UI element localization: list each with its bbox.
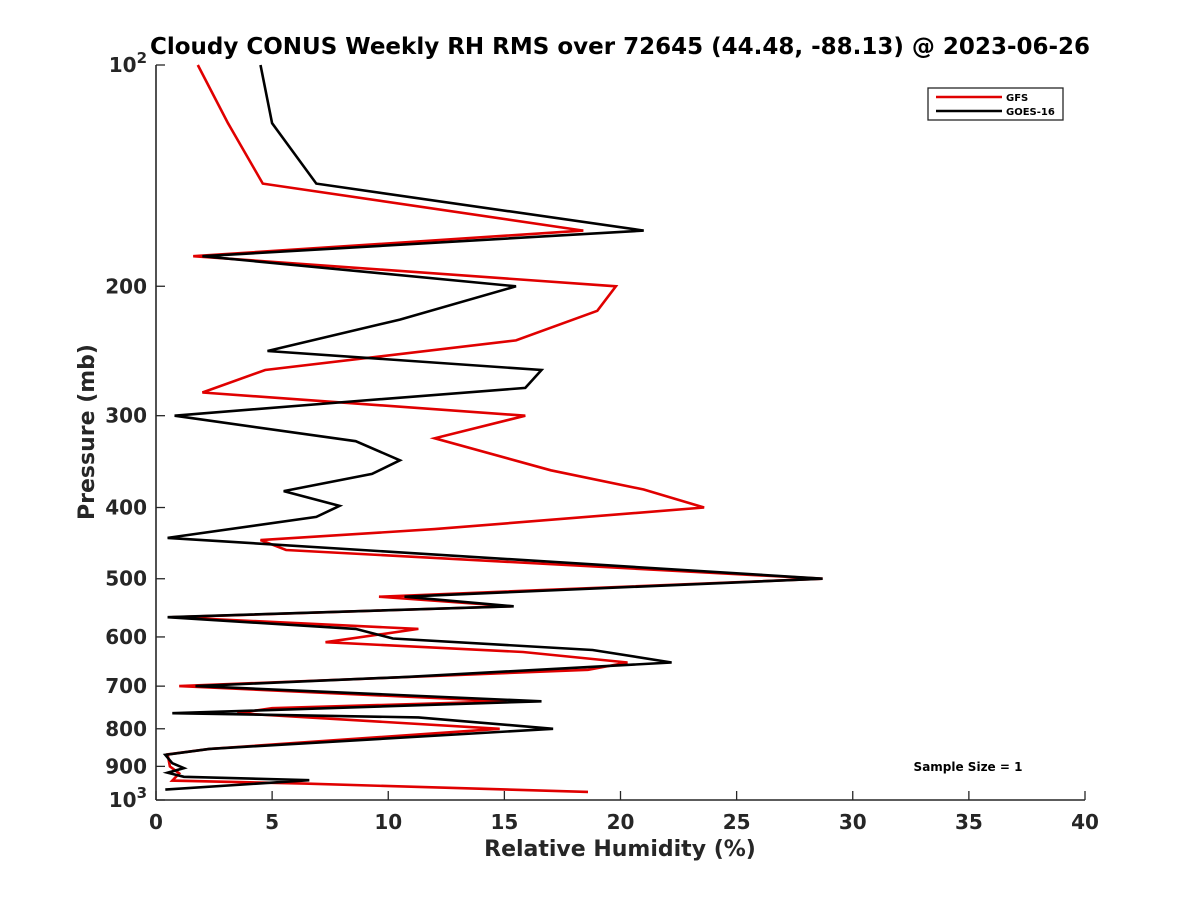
series-layer <box>162 64 823 794</box>
y-tick-label: 900 <box>105 754 147 778</box>
y-tick-exponent: 2 <box>137 49 147 67</box>
sample-size-annotation: Sample Size = 1 <box>914 760 1023 774</box>
x-tick-label: 10 <box>374 810 402 834</box>
legend-box <box>927 87 1064 121</box>
x-tick-label: 5 <box>265 810 279 834</box>
y-axis-ticks: 102 200 300 400 500 600 700 800 900 103 <box>105 49 165 812</box>
legend-label-gfs: GFS <box>1006 93 1028 104</box>
y-tick-label: 300 <box>105 404 147 428</box>
x-tick-label: 20 <box>607 810 635 834</box>
x-tick-label: 30 <box>839 810 867 834</box>
y-tick-label: 500 <box>105 567 147 591</box>
y-tick-exponent: 3 <box>137 784 147 802</box>
x-tick-label: 0 <box>149 810 163 834</box>
x-tick-label: 35 <box>955 810 983 834</box>
y-tick-label: 102 <box>109 49 147 77</box>
y-tick-label: 400 <box>105 496 147 520</box>
series-line-goes16 <box>162 64 823 791</box>
y-tick-label: 600 <box>105 625 147 649</box>
y-tick-label: 200 <box>105 274 147 298</box>
x-tick-label: 25 <box>723 810 751 834</box>
x-tick-label: 15 <box>490 810 518 834</box>
y-tick-label: 700 <box>105 674 147 698</box>
y-tick-label: 103 <box>109 784 147 812</box>
x-axis-ticks: 0 5 10 15 20 25 30 35 40 <box>149 791 1099 834</box>
legend: GFS GOES-16 <box>927 87 1064 121</box>
x-tick-label: 40 <box>1071 810 1099 834</box>
y-axis-title: Pressure (mb) <box>75 344 100 520</box>
y-tick-label: 800 <box>105 717 147 741</box>
x-axis-title: Relative Humidity (%) <box>484 837 756 862</box>
chart-title: Cloudy CONUS Weekly RH RMS over 72645 (4… <box>150 34 1090 60</box>
legend-label-goes16: GOES-16 <box>1006 107 1055 118</box>
